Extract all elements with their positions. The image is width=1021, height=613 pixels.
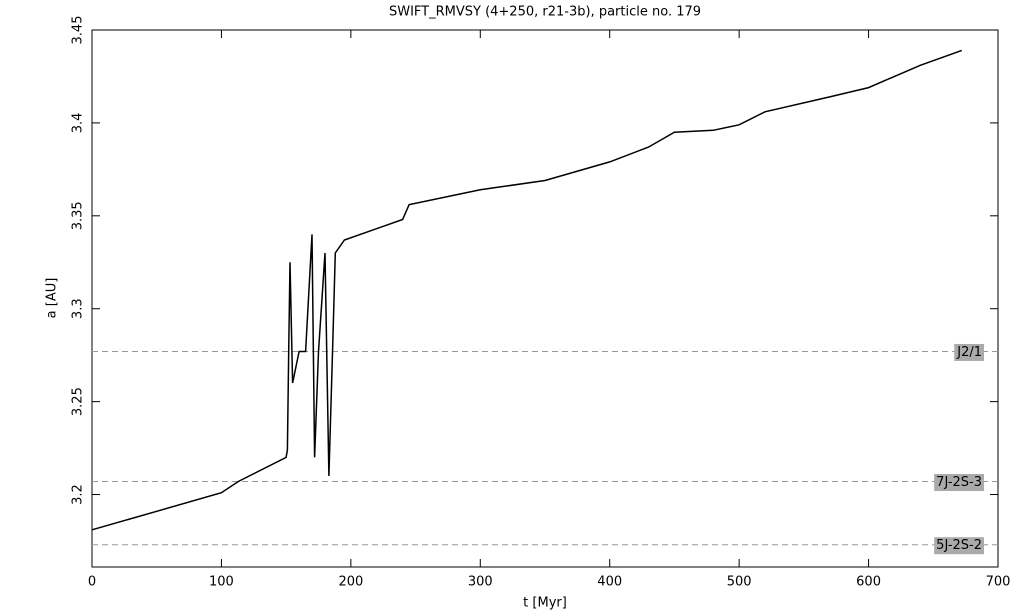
x-axis-label: t [Myr] (523, 596, 567, 611)
y-tick-label: 3.45 (71, 16, 86, 45)
y-tick-label: 3.25 (71, 387, 86, 416)
y-tick-label: 3.4 (71, 113, 86, 134)
x-tick-label: 200 (338, 575, 363, 590)
y-tick-label: 3.3 (71, 298, 86, 319)
reference-label: 7J-2S-3 (936, 475, 982, 490)
x-tick-label: 300 (468, 575, 493, 590)
reference-label: J2/1 (956, 345, 982, 360)
x-tick-label: 0 (88, 575, 96, 590)
x-tick-label: 500 (727, 575, 752, 590)
y-axis-label: a [AU] (45, 278, 60, 319)
reference-label-box (934, 537, 984, 555)
x-tick-label: 400 (597, 575, 622, 590)
plot-frame (91, 29, 999, 568)
chart-title: SWIFT_RMVSY (4+250, r21-3b), particle no… (389, 5, 701, 20)
reference-label-box (934, 474, 984, 492)
data-line (91, 49, 963, 531)
y-tick-label: 3.35 (71, 201, 86, 230)
y-tick-label: 3.2 (71, 484, 86, 505)
x-tick-label: 600 (856, 575, 881, 590)
x-tick-label: 100 (209, 575, 234, 590)
reference-label: 5J-2S-2 (936, 538, 982, 553)
reference-label-box (954, 343, 984, 361)
x-tick-label: 700 (986, 575, 1011, 590)
